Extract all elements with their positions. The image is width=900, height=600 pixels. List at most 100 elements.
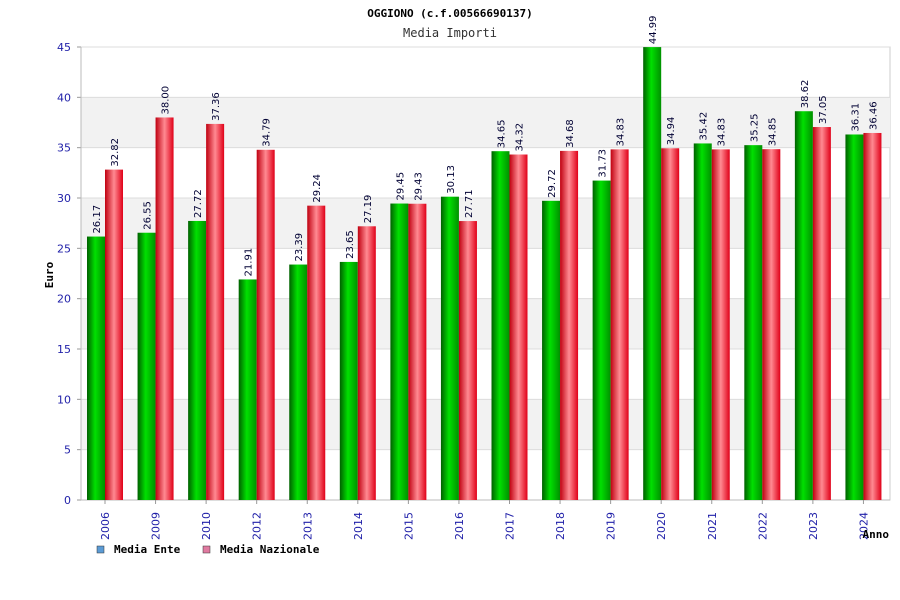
value-label-media-nazionale: 37.05 — [818, 95, 829, 124]
x-tick-label: 2010 — [200, 512, 213, 540]
x-tick-label: 2020 — [655, 512, 668, 540]
y-tick-label: 15 — [57, 343, 71, 356]
y-tick-label: 30 — [57, 192, 71, 205]
legend-swatch-nazionale — [202, 545, 211, 554]
bar-media-nazionale — [610, 149, 629, 501]
y-tick-label: 0 — [64, 494, 71, 507]
value-label-media-nazionale: 38.00 — [161, 86, 172, 115]
value-label-media-nazionale: 27.19 — [363, 195, 374, 224]
bar-media-nazionale — [762, 149, 781, 500]
x-tick-label: 2015 — [402, 512, 415, 540]
x-tick-label: 2023 — [807, 512, 820, 540]
value-label-media-nazionale: 34.83 — [717, 118, 728, 147]
x-tick-label: 2009 — [150, 512, 163, 540]
x-tick-label: 2024 — [857, 512, 870, 540]
value-label-media-ente: 44.99 — [648, 15, 659, 44]
bar-media-nazionale — [155, 117, 174, 500]
value-label-media-ente: 23.39 — [294, 233, 305, 262]
value-label-media-ente: 29.45 — [395, 172, 406, 201]
bar-media-ente — [440, 196, 459, 500]
bar-media-nazionale — [661, 148, 680, 500]
bar-media-ente — [542, 200, 561, 500]
bar-media-nazionale — [812, 127, 831, 500]
value-label-media-nazionale: 34.32 — [515, 123, 526, 152]
bar-media-nazionale — [357, 226, 376, 500]
bar-media-ente — [491, 151, 510, 500]
legend-swatch-ente — [96, 545, 105, 554]
value-label-media-nazionale: 34.68 — [565, 119, 576, 148]
bar-media-ente — [289, 264, 308, 500]
value-label-media-ente: 26.17 — [92, 205, 103, 234]
x-tick-label: 2019 — [605, 512, 618, 540]
value-label-media-ente: 38.62 — [800, 80, 811, 109]
x-tick-label: 2021 — [706, 512, 719, 540]
value-label-media-ente: 34.65 — [497, 120, 508, 149]
y-tick-label: 5 — [64, 444, 71, 457]
value-label-media-ente: 26.55 — [143, 201, 154, 230]
y-tick-label: 25 — [57, 242, 71, 255]
y-tick-label: 20 — [57, 293, 71, 306]
bar-media-ente — [693, 143, 712, 500]
y-axis-label: Euro — [43, 261, 56, 288]
bar-media-ente — [188, 220, 207, 500]
value-label-media-ente: 27.72 — [193, 189, 204, 218]
bar-media-ente — [87, 236, 105, 500]
bar-media-nazionale — [509, 154, 528, 500]
bar-media-ente — [744, 145, 763, 500]
value-label-media-nazionale: 34.83 — [616, 118, 627, 147]
value-label-media-nazionale: 34.79 — [262, 118, 273, 147]
x-tick-label: 2012 — [251, 512, 264, 540]
value-label-media-ente: 36.31 — [850, 103, 861, 132]
bar-media-nazionale — [256, 149, 275, 500]
bar-media-nazionale — [307, 205, 326, 500]
value-label-media-nazionale: 29.43 — [413, 172, 424, 201]
value-label-media-nazionale: 36.46 — [868, 101, 879, 130]
bar-media-nazionale — [458, 221, 477, 500]
x-axis-label: Anno — [863, 528, 890, 541]
bar-media-nazionale — [560, 150, 579, 500]
value-label-media-ente: 29.72 — [547, 169, 558, 198]
bar-media-nazionale — [408, 203, 427, 500]
bar-media-ente — [794, 111, 813, 500]
bar-media-nazionale — [206, 123, 225, 500]
x-tick-label: 2013 — [301, 512, 314, 540]
value-label-media-nazionale: 34.85 — [767, 118, 778, 147]
value-label-media-nazionale: 37.36 — [211, 92, 222, 121]
value-label-media-ente: 35.42 — [699, 112, 710, 141]
bar-media-ente — [845, 134, 864, 500]
y-tick-label: 40 — [57, 91, 71, 104]
value-label-media-ente: 23.65 — [345, 230, 356, 259]
x-tick-label: 2022 — [756, 512, 769, 540]
x-tick-label: 2006 — [99, 512, 112, 540]
x-tick-label: 2017 — [504, 512, 517, 540]
chart-title: OGGIONO (c.f.00566690137) — [367, 7, 533, 20]
legend-label-nazionale: Media Nazionale — [220, 543, 320, 556]
y-tick-label: 35 — [57, 142, 71, 155]
bars: 26.17 32.82 26.55 38.00 27.72 37.36 21.91 34.79… — [87, 15, 882, 501]
value-label-media-nazionale: 27.71 — [464, 189, 475, 218]
value-label-media-nazionale: 34.94 — [666, 117, 677, 146]
x-tick-label: 2014 — [352, 512, 365, 540]
bar-media-ente — [238, 279, 257, 500]
bar-media-ente — [390, 203, 409, 500]
legend: Media Ente Media Nazionale — [96, 543, 320, 556]
bar-media-nazionale — [711, 149, 730, 501]
bar-media-ente — [643, 47, 662, 500]
bar-media-ente — [592, 180, 611, 501]
y-tick-label: 45 — [57, 41, 71, 54]
value-label-media-nazionale: 32.82 — [110, 138, 121, 167]
bar-media-ente — [339, 261, 358, 500]
x-axis-ticks: 2006 2009 2010 2012 2013 2014 2015 2016 2017 2018… — [99, 500, 870, 540]
x-tick-label: 2016 — [453, 512, 466, 540]
bar-media-nazionale — [105, 169, 123, 500]
x-tick-label: 2018 — [554, 512, 567, 540]
value-label-media-ente: 31.73 — [598, 149, 609, 178]
value-label-media-nazionale: 29.24 — [312, 174, 323, 203]
y-tick-label: 10 — [57, 393, 71, 406]
value-label-media-ente: 30.13 — [446, 165, 457, 194]
value-label-media-ente: 21.91 — [244, 248, 255, 277]
chart-subtitle: Media Importi — [403, 26, 497, 40]
bar-media-ente — [137, 232, 156, 501]
value-label-media-ente: 35.25 — [749, 114, 760, 143]
